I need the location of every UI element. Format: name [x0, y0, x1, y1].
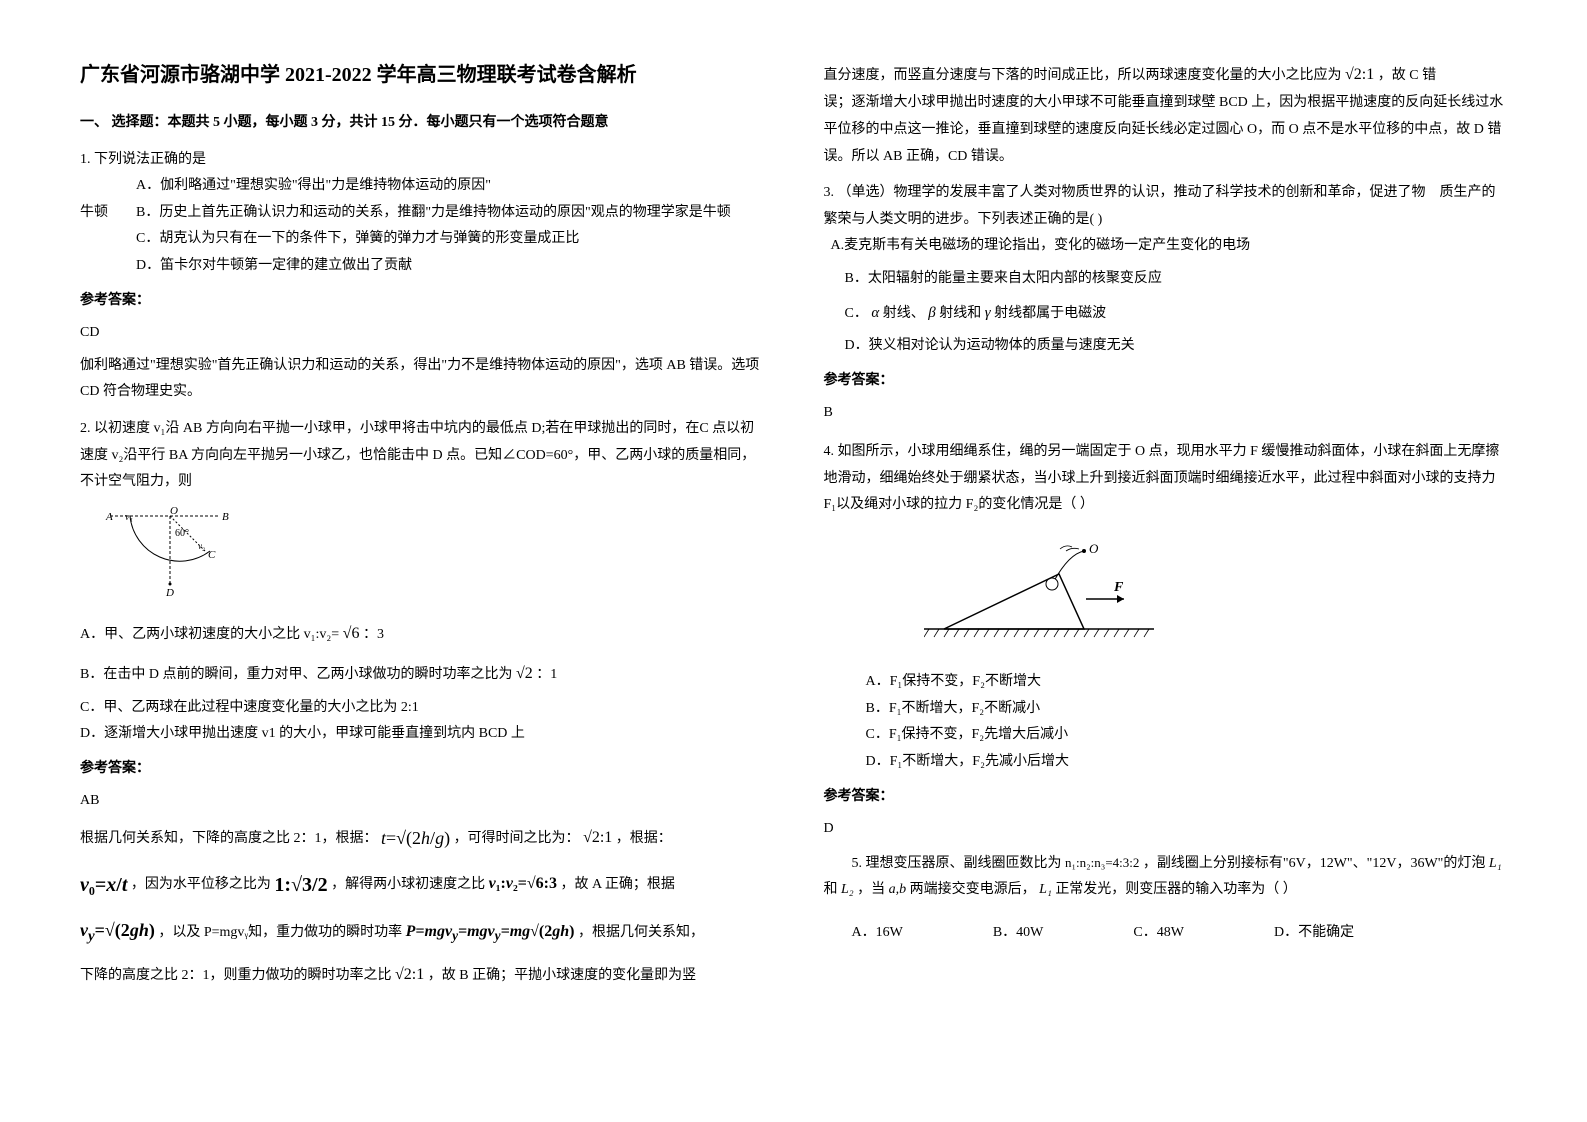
q3-answer: B: [824, 400, 1508, 427]
q2-exp3: vy=√(2gh) ，以及 P=mgvᵧ知，重力做功的瞬时功率 P=mgvy=m…: [80, 911, 764, 954]
geometry-svg: A v₁ O B 60° v₂ C D: [100, 506, 240, 596]
q3-optC: C． α 射线、 β 射线和 γ 射线都属于电磁波: [824, 299, 1508, 328]
q5-optA: A．16W: [852, 920, 903, 947]
q3-optB: B．太阳辐射的能量主要来自太阳内部的核聚变反应: [824, 266, 1508, 293]
formula-icon: v₁:v₂=√6:3: [489, 875, 557, 892]
q2-exp4: 下降的高度之比 2：1，则重力做功的瞬时功率之比 √2:1 ，故 B 正确；平抛…: [80, 957, 764, 992]
q1-stem: 1. 下列说法正确的是: [80, 147, 764, 174]
q4-optD: D．F₁不断增大，F₂先减小后增大: [824, 749, 1508, 776]
q1-explanation: 伽利略通过"理想实验"首先正确认识力和运动的关系，得出"力不是维持物体运动的原因…: [80, 353, 764, 406]
q5-stem: 5. 理想变压器原、副线圈匝数比为 n₁:n₂:n₃=4:3:2 ，副线圈上分别…: [824, 851, 1508, 904]
q1-answer: CD: [80, 320, 764, 347]
q4-diagram: O F: [924, 539, 1508, 660]
q4-optA: A．F₁保持不变，F₂不断增大: [824, 669, 1508, 696]
svg-text:60°: 60°: [175, 528, 189, 539]
q2-answer: AB: [80, 788, 764, 815]
svg-text:F: F: [1113, 580, 1124, 595]
exam-title: 广东省河源市骆湖中学 2021-2022 学年高三物理联考试卷含解析: [80, 60, 764, 90]
formula-icon: P=mgvy=mgvy=mg√(2gh): [406, 923, 575, 940]
q1-optA: A．伽利略通过"理想实验"得出"力是维持物体运动的原因": [80, 173, 764, 200]
q2-stem: 2. 以初速度 v₁沿 AB 方向向右平抛一小球甲，小球甲将击中坑内的最低点 D…: [80, 416, 764, 496]
svg-text:v₂: v₂: [198, 541, 205, 551]
q4-optC: C．F₁保持不变，F₂先增大后减小: [824, 722, 1508, 749]
q2-optB: B．在击中 D 点前的瞬间，重力对甲、乙两小球做功的瞬时功率之比为 √2 ：1: [80, 656, 764, 691]
svg-text:D: D: [165, 587, 174, 596]
q2-cont1: 直分速度，而竖直分速度与下落的时间成正比，所以两球速度变化量的大小之比应为 √2…: [824, 60, 1508, 90]
q5-optD: D．不能确定: [1274, 920, 1354, 947]
q1-optD: D．笛卡尔对牛顿第一定律的建立做出了贡献: [80, 253, 764, 280]
q1-optB: B．历史上首先正确认识力和运动的关系，推翻"力是维持物体运动的原因"观点的物理学…: [80, 200, 764, 227]
q2-cont2: 误；逐渐增大小球甲抛出时速度的大小甲球不可能垂直撞到球壁 BCD 上，因为根据平…: [824, 90, 1508, 170]
q2-exp2: v₀=x/t ，因为水平位移之比为 1:√3/2 ，解得两小球初速度之比 v₁:…: [80, 863, 764, 907]
q4-answer: D: [824, 816, 1508, 843]
svg-text:O: O: [1089, 541, 1099, 556]
q2-optA: A．甲、乙两小球初速度的大小之比 v₁:v₂= √6 ：3: [80, 616, 764, 651]
q2-answer-label: 参考答案：: [80, 756, 764, 783]
q2-exp1: 根据几何关系知，下降的高度之比 2：1，根据： t=√(2h/g) ，可得时间之…: [80, 819, 764, 859]
q3-optA: A.麦克斯韦有关电磁场的理论指出，变化的磁场一定产生变化的电场: [824, 233, 1508, 260]
q4-answer-label: 参考答案：: [824, 784, 1508, 811]
svg-text:B: B: [222, 511, 229, 523]
formula-icon: v₀=x/t: [80, 874, 127, 896]
slope-svg: O F: [924, 539, 1164, 649]
q2-optD: D．逐渐增大小球甲抛出速度 v1 的大小，甲球可能垂直撞到坑内 BCD 上: [80, 721, 764, 748]
svg-text:C: C: [208, 549, 216, 561]
formula-icon: vy=√(2gh): [80, 920, 155, 940]
formula-icon: 1:√3/2: [274, 874, 327, 896]
q3-answer-label: 参考答案：: [824, 368, 1508, 395]
q3-stem: 3. （单选）物理学的发展丰富了人类对物质世界的认识，推动了科学技术的创新和革命…: [824, 180, 1508, 233]
q5-options: A．16W B．40W C．48W D．不能确定: [824, 920, 1508, 947]
svg-text:O: O: [170, 506, 178, 517]
svg-text:v₁: v₁: [125, 512, 133, 523]
q5-optB: B．40W: [993, 920, 1044, 947]
svg-text:A: A: [105, 511, 113, 523]
q4-optB: B．F₁不断增大，F₂不断减小: [824, 696, 1508, 723]
formula-icon: t=√(2h/g): [381, 828, 450, 848]
right-column: 直分速度，而竖直分速度与下落的时间成正比，所以两球速度变化量的大小之比应为 √2…: [824, 60, 1508, 1062]
q3-optD: D．狭义相对论认为运动物体的质量与速度无关: [824, 333, 1508, 360]
section1-header: 一、 选择题：本题共 5 小题，每小题 3 分，共计 15 分．每小题只有一个选…: [80, 110, 764, 137]
q2-diagram: A v₁ O B 60° v₂ C D: [100, 506, 764, 607]
q1-answer-label: 参考答案：: [80, 288, 764, 315]
q2-optC: C．甲、乙两球在此过程中速度变化量的大小之比为 2:1: [80, 695, 764, 722]
q1-optC: C．胡克认为只有在一下的条件下，弹簧的弹力才与弹簧的形变量成正比: [80, 226, 764, 253]
q4-stem: 4. 如图所示，小球用细绳系住，绳的另一端固定于 O 点，现用水平力 F 缓慢推…: [824, 439, 1508, 519]
q5-optC: C．48W: [1133, 920, 1184, 947]
left-column: 广东省河源市骆湖中学 2021-2022 学年高三物理联考试卷含解析 一、 选择…: [80, 60, 764, 1062]
